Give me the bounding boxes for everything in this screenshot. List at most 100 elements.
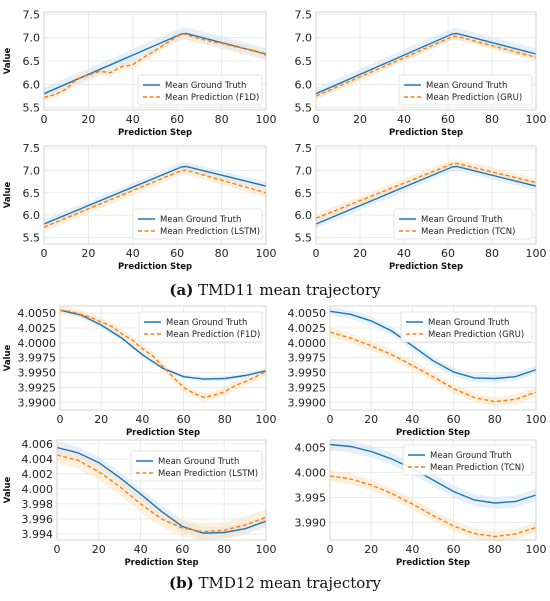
legend-entry-1: Mean Ground Truth [165,81,246,91]
axes-frame [43,145,267,245]
x-tick-label: 0 [313,113,320,126]
x-tick-label: 60 [170,247,184,260]
ground-truth-line [43,165,267,225]
y-tick-label: 5.5 [23,102,41,115]
x-tick-label: 20 [81,113,95,126]
caption-a: (a) TMD11 mean trajectory [169,281,381,299]
legend-entry-2: Mean Prediction (F1D) [165,93,259,103]
legend-box [402,444,533,476]
x-tick-label: 80 [215,247,229,260]
y-tick-label: 3.990 [295,517,327,530]
axes-frame [59,305,267,411]
x-tick-label: 60 [441,113,455,126]
x-tick-label: 100 [256,113,277,126]
y-tick-label: 7.5 [23,8,41,21]
x-tick-label: 20 [353,247,367,260]
y-tick-label: 4.000 [22,483,54,496]
y-tick-label: 6.5 [295,55,313,68]
x-tick-label: 80 [488,543,502,556]
legend-box [138,311,263,343]
y-tick-label: 6.0 [23,209,41,222]
legend-box [398,74,533,106]
x-axis-label: Prediction Step [389,128,463,138]
chart-panel-7: 0 20 40 60 80 100 3.994 3.996 3.998 4.000 4.002 4.0… [3,438,277,568]
y-tick-label: 4.0025 [288,322,327,335]
x-tick-label: 20 [81,247,95,260]
legend: Mean Ground Truth Mean Prediction (TCN) [393,208,533,240]
x-tick-label: 100 [256,247,277,260]
series-band-2 [330,327,536,407]
series-band-1 [316,28,536,100]
y-tick-label: 7.5 [295,8,313,21]
x-tick-label: 20 [364,543,378,556]
y-tick-label: 7.0 [23,165,41,178]
y-tick-label: 4.0050 [288,307,327,320]
series-band-1 [44,27,266,100]
y-tick-label: 4.006 [22,438,54,451]
y-tick-label: 4.002 [22,468,54,481]
x-axis-label: Prediction Step [396,428,470,438]
axes-frame [43,11,267,111]
x-tick-label: 40 [126,247,140,260]
series-band-1 [57,441,266,540]
y-tick-label: 4.004 [22,453,54,466]
legend-box [132,208,263,240]
y-tick-label: 3.9925 [288,381,327,394]
x-tick-label: 0 [327,543,334,556]
legend-entry-1: Mean Ground Truth [426,81,507,91]
legend: Mean Ground Truth Mean Prediction (LSTM) [132,208,263,240]
chart-panel-2: 0 20 40 60 80 100 5.5 6.0 6.5 7.0 7.5 Prediction St… [295,8,547,138]
x-tick-label: 80 [218,413,232,426]
x-axis-label: Prediction Step [396,558,470,568]
legend-box [400,311,533,343]
legend-box [137,74,263,106]
x-tick-label: 60 [441,247,455,260]
x-tick-label: 100 [526,543,547,556]
x-tick-label: 80 [217,543,231,556]
y-tick-label: 4.000 [295,467,327,480]
x-tick-label: 100 [526,247,547,260]
x-tick-label: 80 [485,113,499,126]
x-axis-label: Prediction Step [118,262,192,272]
x-axis-label: Prediction Step [118,128,192,138]
legend-entry-2: Mean Prediction (LSTM) [158,469,258,479]
axes-frame [56,439,267,541]
x-tick-label: 80 [215,113,229,126]
prediction-line [329,475,537,538]
legend-entry-1: Mean Ground Truth [158,457,239,467]
y-tick-label: 3.994 [22,528,54,541]
series-band-1 [44,162,266,229]
series-band-2 [330,470,536,542]
y-tick-label: 3.9950 [18,367,57,380]
x-tick-label: 20 [94,413,108,426]
legend-entry-1: Mean Ground Truth [428,318,509,328]
x-tick-label: 20 [353,113,367,126]
legend-entry-2: Mean Prediction (LSTM) [160,227,260,237]
x-tick-label: 60 [177,413,191,426]
y-tick-label: 7.0 [295,32,313,45]
prediction-line [59,309,267,399]
x-tick-label: 40 [126,113,140,126]
chart-panel-4: 0 20 40 60 80 100 5.5 6.0 6.5 7.0 7.5 Prediction St… [295,142,547,272]
x-tick-label: 0 [313,247,320,260]
x-tick-label: 20 [364,413,378,426]
x-tick-label: 100 [256,543,277,556]
prediction-line [329,331,537,403]
y-tick-label: 3.9975 [18,352,57,365]
y-tick-label: 3.9900 [18,396,57,409]
x-tick-label: 40 [405,543,419,556]
y-tick-label: 4.0000 [18,337,57,350]
caption-b: (b) TMD12 mean trajectory [169,574,381,592]
ground-truth-line [329,310,537,380]
chart-panel-8: 0 20 40 60 80 100 3.990 3.995 4.000 4.005 Predicti… [295,438,547,568]
prediction-line [56,454,267,533]
y-tick-label: 7.0 [295,165,313,178]
legend-entry-2: Mean Prediction (GRU) [428,330,524,340]
ground-truth-line [56,446,267,534]
legend-entry-2: Mean Prediction (TCN) [421,227,515,237]
y-tick-label: 3.9975 [288,352,327,365]
y-tick-label: 7.5 [295,142,313,155]
legend: Mean Ground Truth Mean Prediction (GRU) [400,311,533,343]
y-tick-label: 6.0 [295,209,313,222]
